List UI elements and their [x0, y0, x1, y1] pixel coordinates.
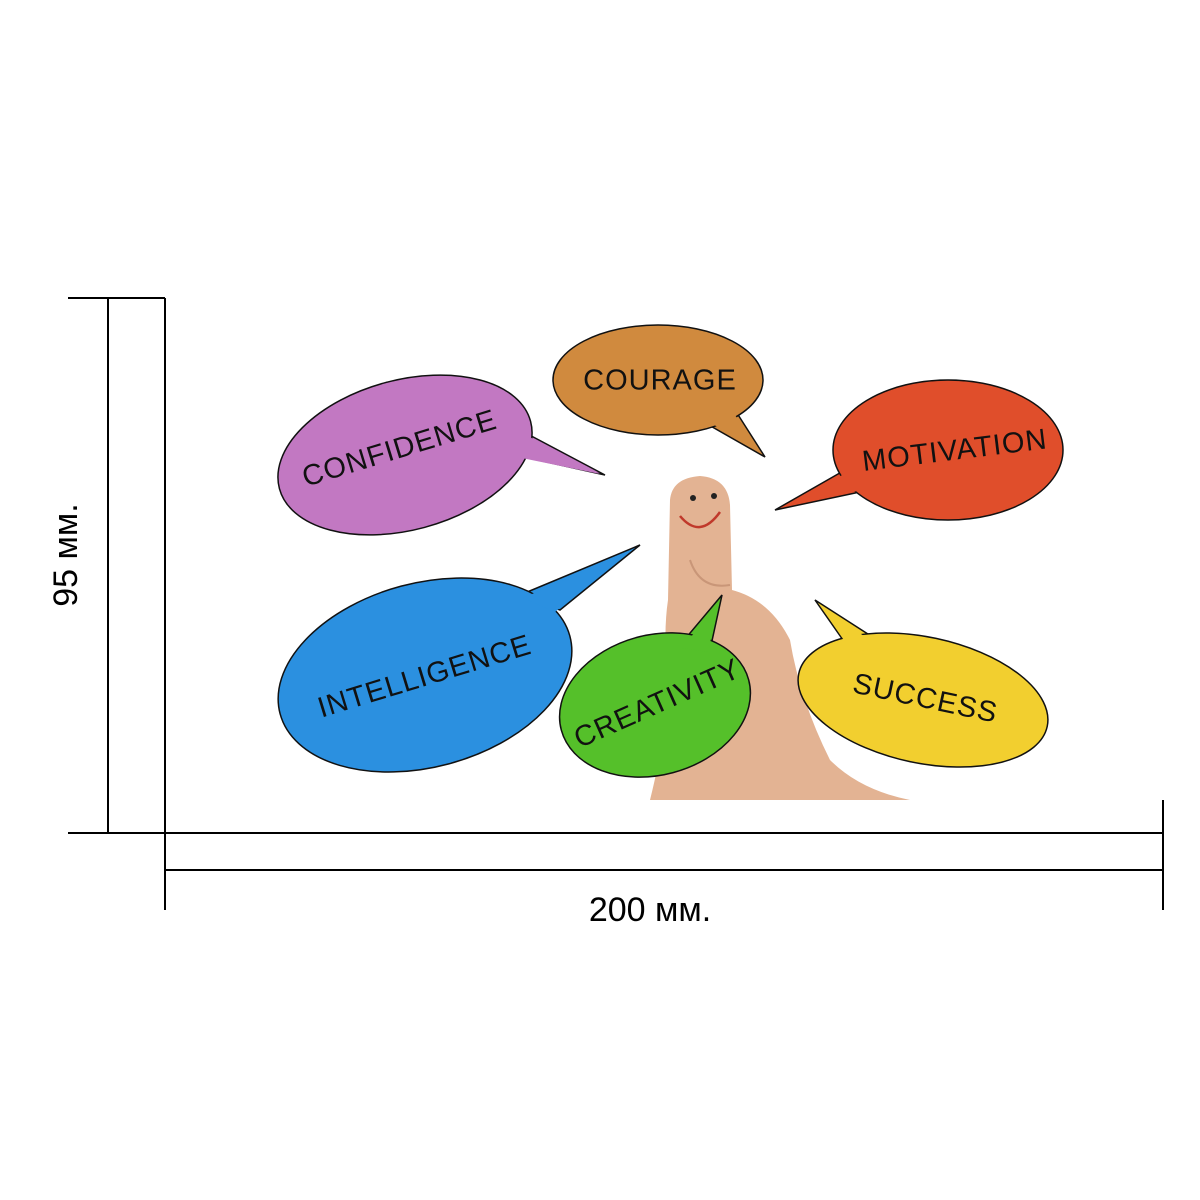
bubble-creativity: CREATIVITY [558, 594, 752, 778]
bubble-intelligence: INTELLIGENCE [277, 544, 641, 773]
height-label: 95 мм. [47, 503, 85, 606]
bubble-confidence: CONFIDENCE [277, 374, 606, 536]
bubble-courage: COURAGE [552, 324, 766, 458]
bubble-motivation: MOTIVATION [774, 379, 1064, 521]
width-label: 200 мм. [589, 891, 711, 929]
dimension-lines [68, 297, 1164, 910]
bubble-success: SUCCESS [797, 599, 1049, 768]
bubble-label: COURAGE [583, 365, 737, 397]
